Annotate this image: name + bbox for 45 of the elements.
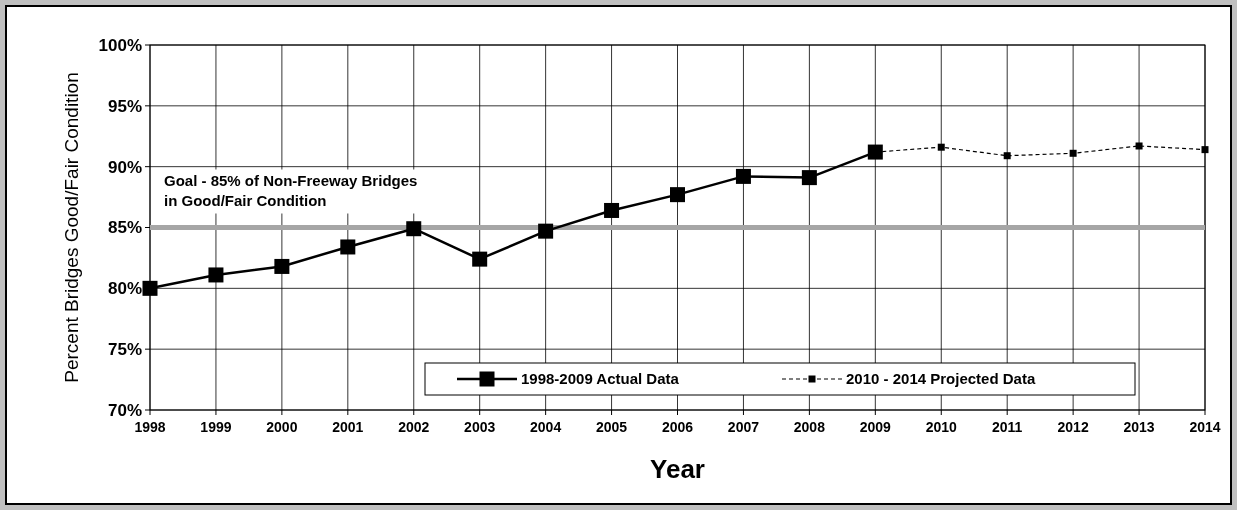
x-tick-label: 2003 <box>464 419 496 435</box>
y-tick-label: 95% <box>107 96 142 116</box>
y-tick-label: 85% <box>107 218 142 238</box>
y-tick-label: 100% <box>98 35 142 55</box>
point <box>538 223 554 239</box>
x-tick-label: 2011 <box>992 419 1023 435</box>
x-tick-label: 2009 <box>859 419 892 435</box>
point <box>1201 146 1209 154</box>
point <box>735 168 751 184</box>
y-tick-label: 75% <box>107 340 142 360</box>
point <box>670 187 685 203</box>
point <box>406 221 422 237</box>
point <box>604 202 620 218</box>
point <box>1069 149 1077 157</box>
x-tick-label: 2014 <box>1189 419 1221 435</box>
x-tick-label: 2001 <box>332 419 364 435</box>
legend-label: 1998-2009 Actual Data <box>521 370 680 388</box>
y-tick-label: 70% <box>107 400 142 420</box>
x-tick-label: 2000 <box>266 419 298 435</box>
x-tick-label: 1999 <box>200 419 232 435</box>
point <box>142 280 158 296</box>
point <box>340 239 356 255</box>
x-tick-label: 2002 <box>398 419 430 435</box>
x-tick-label: 2013 <box>1123 419 1155 435</box>
point <box>1003 152 1011 160</box>
y-tick-label: 80% <box>107 279 142 299</box>
y-tick-label: 90% <box>107 157 142 177</box>
x-tick-label: 2007 <box>727 419 760 435</box>
point <box>937 143 945 151</box>
x-tick-label: 2004 <box>530 419 562 435</box>
x-tick-label: 2012 <box>1057 419 1089 435</box>
legend-label: 2010 - 2014 Projected Data <box>846 370 1036 388</box>
point <box>801 170 817 186</box>
x-tick-label: 1998 <box>134 419 166 435</box>
x-axis-title: Year <box>650 454 705 484</box>
ref-line-label: Goal - 85% of Non-Freeway Bridges in Good/Fair Condition <box>164 171 418 209</box>
point <box>472 251 488 267</box>
point <box>1135 142 1143 150</box>
point <box>274 258 290 274</box>
x-tick-label: 2005 <box>595 419 628 435</box>
x-tick-label: 2008 <box>793 419 826 435</box>
point <box>208 267 224 283</box>
y-axis-title: Percent Bridges Good/Fair Condition <box>61 72 82 383</box>
x-tick-label: 2010 <box>925 419 958 435</box>
x-tick-label: 2006 <box>661 419 694 435</box>
